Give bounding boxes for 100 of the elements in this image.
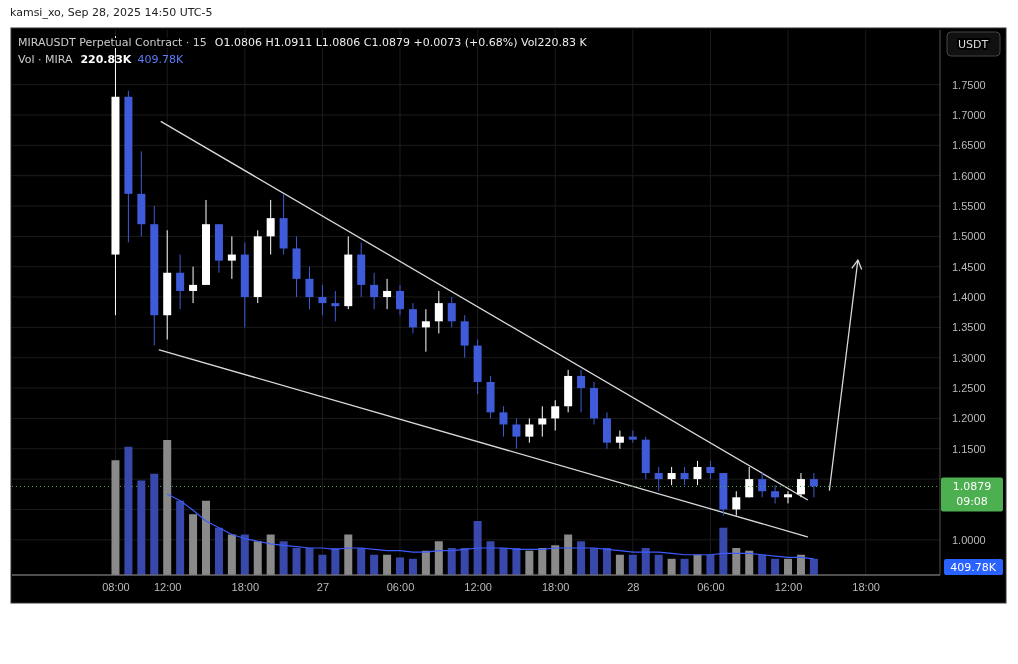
- bar: [538, 548, 547, 575]
- x-tick-label: 28: [627, 580, 640, 593]
- y-tick-label: 1.4000: [952, 291, 986, 304]
- candlestick: [577, 369, 586, 413]
- x-tick-label: 18:00: [541, 580, 570, 593]
- bar: [551, 545, 560, 575]
- y-tick-label: 1.6500: [952, 139, 986, 152]
- candlestick: [667, 466, 676, 486]
- bar: [408, 558, 417, 575]
- candlestick: [331, 290, 340, 322]
- bar: [564, 534, 573, 575]
- x-tick-label: 18:00: [852, 580, 880, 593]
- bar: [266, 534, 275, 575]
- y-tick-label: 1.7000: [952, 108, 986, 121]
- y-tick-label: 1.0000: [952, 533, 986, 546]
- bar: [590, 548, 599, 575]
- x-tick-label: 06:00: [697, 580, 725, 593]
- candlestick: [421, 308, 430, 353]
- candlestick: [693, 460, 702, 486]
- bar: [383, 554, 392, 575]
- bar: [680, 558, 689, 575]
- bar: [628, 554, 637, 575]
- candlestick: [318, 284, 327, 316]
- annotation: Vol · MIRA: [18, 53, 73, 66]
- candlestick: [266, 199, 275, 256]
- bar: [357, 548, 366, 575]
- bar: [124, 446, 133, 575]
- x-tick-label: 12:00: [153, 580, 182, 593]
- y-tick-label: 1.1500: [952, 442, 986, 455]
- bar: [434, 541, 443, 575]
- x-tick-label: 18:00: [231, 580, 260, 593]
- bar: [667, 558, 676, 575]
- y-tick-label: 1.2000: [952, 412, 986, 425]
- bar: [279, 541, 288, 575]
- candlestick: [745, 466, 754, 498]
- bar: [111, 460, 120, 575]
- y-tick-label: 1.2500: [952, 382, 986, 395]
- bar: [176, 500, 185, 575]
- bar: [577, 541, 586, 575]
- candlestick: [227, 235, 236, 280]
- bar: [745, 550, 754, 575]
- x-tick-label: 06:00: [386, 580, 415, 593]
- y-tick-label: 1.5500: [952, 200, 986, 213]
- candlestick: [525, 417, 534, 444]
- candlestick: [809, 472, 818, 498]
- candlestick: [383, 278, 392, 310]
- candlestick: [680, 466, 689, 486]
- candlestick: [796, 472, 805, 498]
- text: 409.78K: [137, 53, 184, 66]
- bar: [305, 548, 314, 575]
- x-tick-label: 27: [316, 580, 330, 593]
- candlestick: [305, 266, 314, 310]
- bar: [473, 521, 482, 575]
- bar: [758, 554, 767, 575]
- candlestick: [615, 430, 624, 450]
- bar: [318, 554, 327, 575]
- bar: [189, 514, 198, 575]
- y-tick-label: 1.7500: [952, 78, 986, 91]
- bar: [253, 541, 262, 575]
- candlestick: [447, 296, 456, 328]
- candlestick: [732, 490, 741, 517]
- candlestick: [758, 472, 767, 498]
- bar: [240, 534, 249, 575]
- x-tick-label: 12:00: [464, 580, 492, 593]
- bar: [163, 440, 172, 575]
- candlestick: [396, 284, 405, 316]
- candlestick: [189, 266, 198, 304]
- text: USDT: [957, 38, 989, 51]
- y-tick-label: 1.4500: [952, 260, 986, 273]
- text: kamsi_xo, Sep 28, 2025 14:50 UTC-5: [10, 6, 213, 19]
- bar: [202, 500, 211, 575]
- candlestick: [551, 399, 560, 432]
- text: 09:08: [956, 495, 988, 509]
- bar: [784, 558, 793, 575]
- bar: [486, 541, 495, 575]
- ref-line-label: 1.0879: [952, 480, 992, 494]
- bar: [771, 558, 780, 575]
- bar: [331, 548, 340, 575]
- bar: [654, 554, 663, 575]
- bar: [525, 550, 534, 575]
- candlestick: [538, 405, 547, 438]
- candlestick: [408, 302, 417, 334]
- y-tick-label: 1.5000: [952, 230, 986, 243]
- candlestick: [434, 290, 443, 334]
- bar: [447, 548, 456, 575]
- bar: [602, 548, 611, 575]
- bar: [344, 534, 353, 575]
- candlestick: [512, 417, 521, 450]
- bar: [292, 548, 301, 575]
- y-tick-label: 1.3000: [952, 351, 986, 364]
- bar: [719, 527, 728, 575]
- bar: [732, 548, 741, 575]
- bar: [227, 534, 236, 575]
- bar: [396, 557, 405, 575]
- bar: [499, 548, 508, 575]
- bar: [512, 548, 521, 575]
- bar: [809, 558, 818, 575]
- bar: [693, 554, 702, 575]
- candlestick: [706, 460, 715, 480]
- bar: [137, 480, 146, 575]
